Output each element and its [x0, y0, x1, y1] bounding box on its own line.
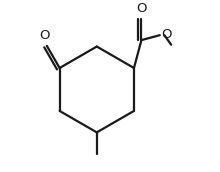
Text: O: O [136, 2, 147, 14]
Text: O: O [39, 29, 50, 42]
Text: O: O [161, 28, 172, 41]
